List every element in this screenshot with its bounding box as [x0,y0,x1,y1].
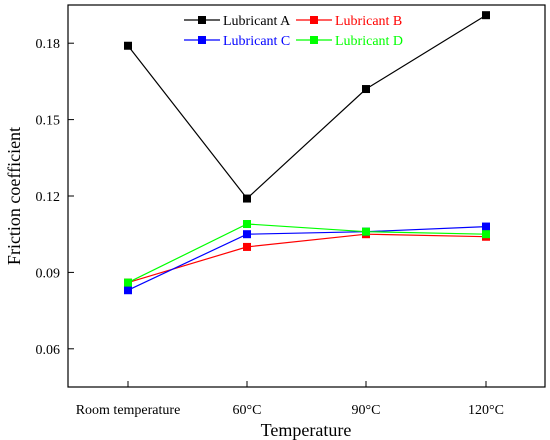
y-tick-label: 0.06 [36,343,61,358]
y-tick-label: 0.09 [36,266,61,281]
lubricant-d-point [243,220,251,229]
lubricant-c-point [482,222,490,231]
x-axis-title: Temperature [261,420,352,440]
lubricant-d-line [127,223,487,284]
lubricant-d-legend-marker [310,36,318,44]
lubricant-a-point [243,194,251,203]
lubricant-a-line [127,14,487,200]
lubricant-c-line [127,226,487,291]
y-axis: 0.06 0.09 0.12 0.15 0.18 [36,37,74,358]
lubricant-c-point [124,286,132,295]
x-tick-label: 120°C [468,403,504,418]
lubricant-d-point [124,278,132,287]
lubricant-a-point [362,85,370,94]
lubricant-b-point [243,242,251,251]
plot-frame [67,4,546,388]
y-tick-label: 0.15 [36,114,61,129]
y-axis-title: Friction coefficient [4,127,24,265]
lubricant-b-legend-label: Lubricant B [335,14,402,29]
x-tick-label: 60°C [233,403,262,418]
x-tick-label: Room temperature [76,403,181,418]
lubricant-c-legend-label: Lubricant C [223,34,290,49]
lubricant-d-point [482,230,490,239]
lubricant-a-legend-marker [198,16,206,24]
lubricant-a-point [482,11,490,20]
legend: Lubricant A Lubricant B Lubricant C Lubrica… [184,14,403,49]
x-tick-label: 90°C [352,403,381,418]
lubricant-b-legend-marker [310,16,318,24]
lubricant-c-point [243,230,251,239]
lubricant-b-line [127,233,487,284]
lubricant-a-legend-label: Lubricant A [223,14,291,29]
y-tick-label: 0.12 [36,190,61,205]
series-layer [124,11,490,295]
lubricant-c-legend-marker [198,36,206,44]
x-axis: Room temperature 60°C 90°C 120°C [76,381,504,418]
lubricant-a-point [124,41,132,50]
y-tick-label: 0.18 [36,37,61,52]
lubricant-d-legend-label: Lubricant D [335,34,403,49]
lubricant-d-point [362,227,370,236]
